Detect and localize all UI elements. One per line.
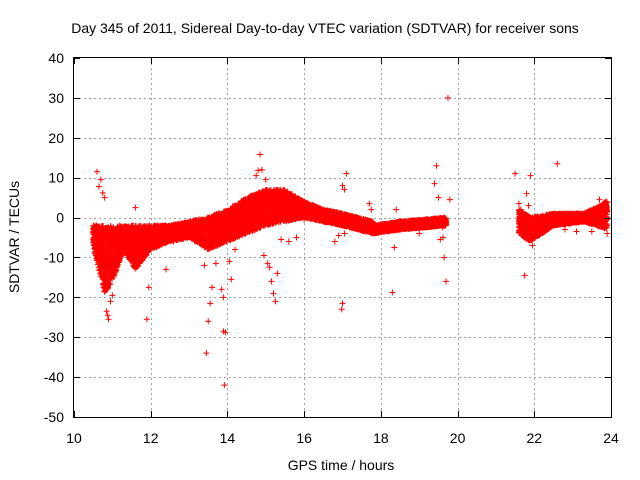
chart-title: Day 345 of 2011, Sidereal Day-to-day VTE… <box>71 20 579 36</box>
data-points <box>90 94 611 389</box>
